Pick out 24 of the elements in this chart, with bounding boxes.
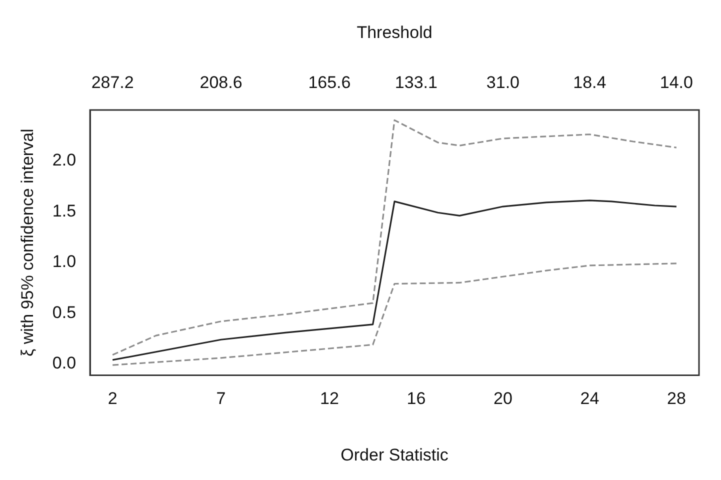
text: Threshold	[356, 23, 432, 42]
text: 208.6	[200, 73, 242, 92]
text: 165.6	[308, 73, 351, 92]
text: 14.0	[660, 73, 693, 92]
x-axis-title: Order Statistic	[340, 445, 449, 464]
x-tick-label: 24	[580, 389, 600, 408]
line-series	[112, 119, 678, 356]
x-tick-label: 12	[320, 389, 339, 408]
text: 287.2	[91, 73, 134, 92]
x-tick-label: 16	[406, 389, 426, 408]
y-axis-title: ξ with 95% confidence interval	[18, 128, 37, 356]
y-tick-label: 1.0	[52, 252, 76, 272]
text: 18.4	[573, 73, 606, 92]
y-tick-label: 2.0	[52, 150, 76, 170]
text: 133.1	[394, 73, 438, 92]
line-series	[112, 262, 678, 366]
text: 31.0	[486, 73, 520, 92]
x-tick-label: 7	[216, 389, 226, 408]
y-tick-label: 0.5	[52, 302, 76, 322]
y-tick-label: 1.5	[52, 201, 76, 220]
x-tick-label: 28	[666, 389, 686, 408]
x-tick-label: 20	[493, 389, 512, 408]
y-tick-label: 0.0	[52, 354, 76, 373]
x-tick-label: 2	[108, 389, 118, 408]
